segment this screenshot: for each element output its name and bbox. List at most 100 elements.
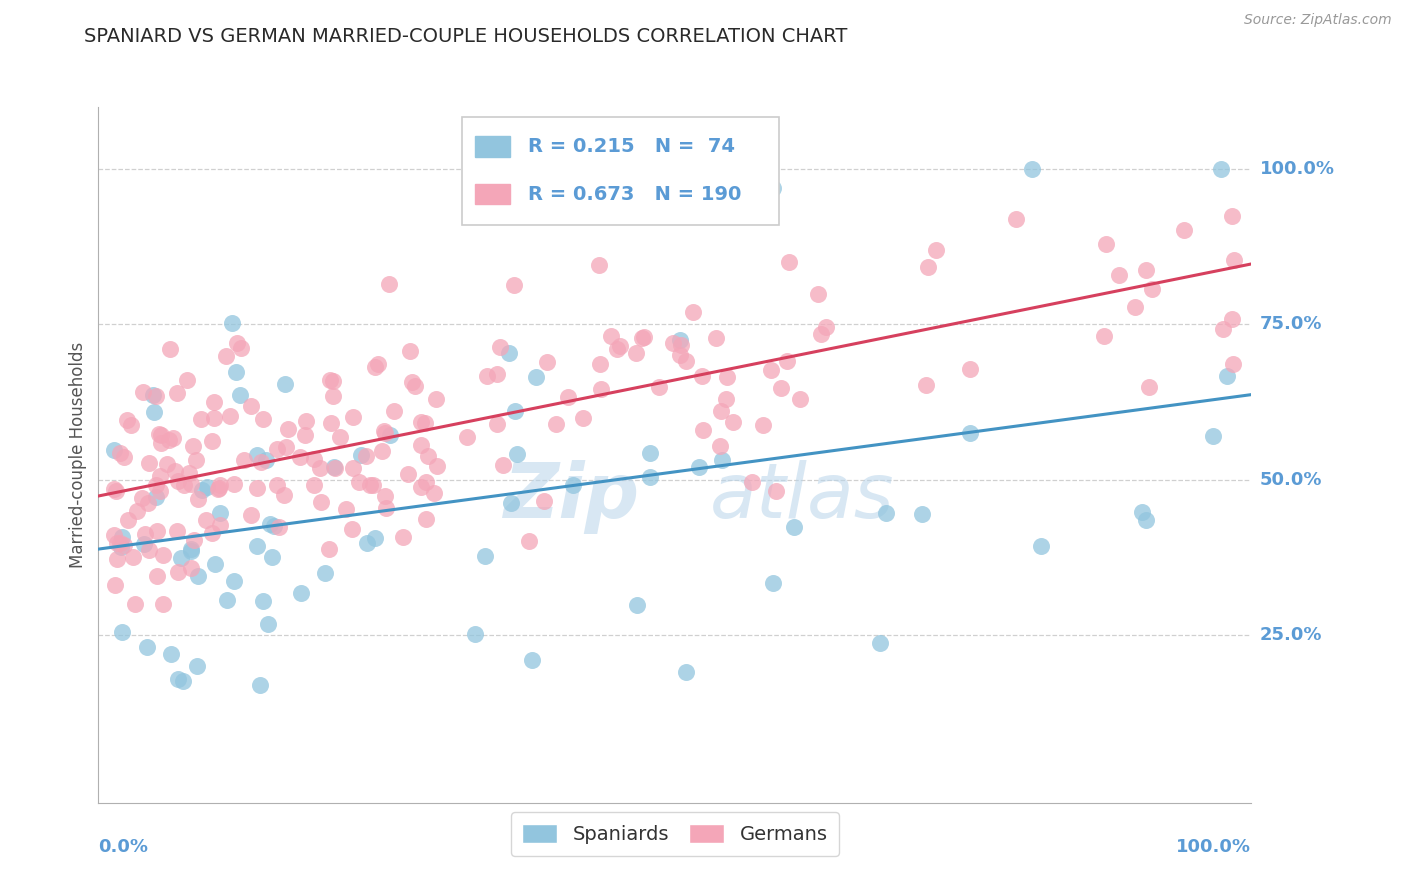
Point — [150, 435, 173, 450]
Point — [591, 382, 613, 396]
Point — [959, 426, 981, 441]
Point — [252, 411, 274, 425]
Point — [503, 404, 526, 418]
Point — [1202, 429, 1225, 443]
Point — [322, 460, 344, 475]
Point — [398, 467, 420, 482]
Point — [606, 343, 628, 357]
Point — [499, 495, 522, 509]
Point — [770, 381, 793, 395]
Point — [218, 409, 240, 424]
Point — [146, 524, 169, 538]
Text: R = 0.215   N =  74: R = 0.215 N = 74 — [529, 137, 735, 156]
Point — [183, 533, 205, 547]
Point — [762, 181, 785, 195]
Point — [561, 477, 583, 491]
Point — [180, 560, 202, 574]
Point — [1092, 329, 1115, 343]
Point — [536, 355, 558, 369]
Point — [415, 475, 437, 490]
Point — [517, 534, 540, 549]
Point — [148, 426, 170, 441]
Point — [711, 452, 734, 467]
Text: 25.0%: 25.0% — [1260, 626, 1322, 644]
Point — [492, 458, 515, 472]
Point — [160, 647, 183, 661]
Point — [322, 374, 344, 388]
Point — [121, 549, 143, 564]
Point — [533, 494, 555, 508]
Text: 75.0%: 75.0% — [1260, 316, 1322, 334]
Point — [588, 357, 610, 371]
Point — [426, 459, 449, 474]
Point — [675, 665, 697, 680]
Point — [1140, 282, 1163, 296]
Point — [288, 450, 311, 464]
Point — [1173, 223, 1195, 237]
Point — [373, 424, 395, 438]
Point — [914, 377, 936, 392]
Point — [572, 410, 595, 425]
Point — [314, 566, 336, 580]
Point — [162, 431, 184, 445]
Point — [124, 597, 146, 611]
Point — [225, 365, 247, 379]
Point — [173, 478, 195, 492]
Point — [413, 416, 436, 430]
Point — [204, 557, 226, 571]
FancyBboxPatch shape — [461, 118, 779, 226]
Point — [662, 335, 685, 350]
Point — [246, 540, 269, 554]
Point — [382, 404, 405, 418]
Point — [225, 336, 247, 351]
Point — [155, 457, 177, 471]
Point — [208, 506, 231, 520]
Point — [321, 416, 343, 430]
Point — [714, 392, 737, 407]
Point — [166, 386, 188, 401]
Point — [486, 417, 509, 431]
Point — [103, 528, 125, 542]
Point — [207, 483, 229, 497]
Point — [215, 349, 238, 363]
Point — [709, 439, 731, 453]
Point — [1212, 322, 1234, 336]
Point — [259, 517, 281, 532]
Point — [648, 379, 671, 393]
Text: 100.0%: 100.0% — [1260, 161, 1334, 178]
Point — [783, 520, 806, 534]
Point — [142, 387, 165, 401]
Point — [322, 389, 344, 403]
Point — [222, 476, 245, 491]
Text: atlas: atlas — [710, 459, 894, 533]
Point — [600, 329, 623, 343]
Point — [1135, 263, 1157, 277]
Point — [112, 450, 135, 464]
Point — [166, 524, 188, 539]
Point — [875, 506, 897, 520]
Text: 0.0%: 0.0% — [98, 838, 149, 855]
Point — [704, 331, 727, 345]
Point — [224, 574, 246, 588]
Point — [180, 541, 202, 556]
Point — [276, 441, 298, 455]
Point — [138, 456, 160, 470]
Bar — [475, 136, 510, 157]
Point — [167, 672, 190, 686]
Point — [1222, 357, 1244, 371]
Point — [181, 439, 204, 453]
Point — [240, 508, 263, 522]
Point — [778, 255, 800, 269]
Point — [1095, 236, 1118, 251]
Point — [249, 678, 271, 692]
Point — [110, 540, 132, 554]
Point — [240, 399, 263, 413]
Point — [111, 530, 134, 544]
Point — [765, 483, 787, 498]
Point — [423, 486, 446, 500]
Point — [187, 568, 209, 582]
Point — [762, 576, 785, 591]
Point — [246, 481, 269, 495]
Point — [138, 542, 160, 557]
Point — [1021, 162, 1043, 177]
